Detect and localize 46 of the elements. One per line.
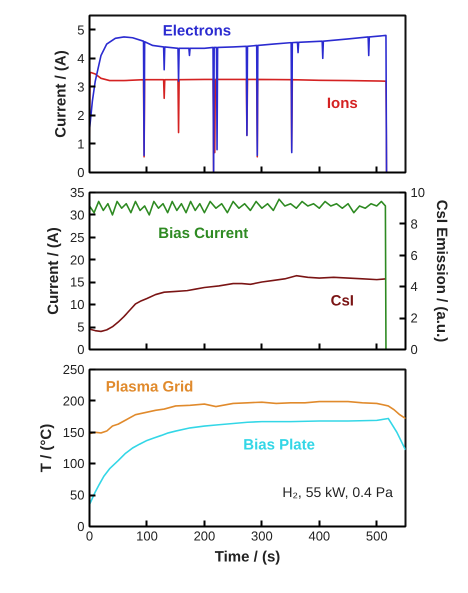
- x-tick-label: 200: [194, 528, 216, 544]
- y-tick-label: 4: [77, 50, 85, 66]
- y-tick-label: 5: [77, 22, 85, 38]
- x-tick-label: 500: [366, 528, 388, 544]
- y-axis-title: T / (°C): [38, 424, 55, 472]
- y2-tick-label: 2: [410, 310, 418, 326]
- line-series: [90, 418, 406, 506]
- y2-tick-label: 8: [410, 216, 418, 232]
- series-label: Plasma Grid: [106, 378, 194, 396]
- line-series: [90, 274, 387, 332]
- y-tick-label: 10: [70, 297, 85, 312]
- y-tick-label: 35: [70, 185, 85, 200]
- y2-tick-label: 0: [410, 342, 418, 357]
- series-label: Bias Current: [158, 224, 248, 242]
- annotation: H₂, 55 kW, 0.4 Pa: [282, 484, 394, 500]
- x-tick-label: 100: [136, 528, 158, 544]
- y2-tick-label: 4: [410, 279, 418, 294]
- x-tick-label: 300: [251, 528, 273, 544]
- y-tick-label: 250: [62, 362, 85, 377]
- y-tick-label: 15: [70, 274, 85, 290]
- y-tick-label: 0: [77, 165, 85, 180]
- y-tick-label: 1: [77, 136, 85, 152]
- series-label: Bias Plate: [243, 436, 315, 454]
- x-axis-title: Time / (s): [214, 548, 280, 566]
- series-label: CsI: [330, 292, 354, 310]
- y2-tick-label: 10: [410, 185, 425, 200]
- y-tick-label: 5: [77, 320, 85, 335]
- y2-axis-title: CsI Emission / (a.u.): [432, 200, 450, 342]
- x-tick-label: 400: [308, 528, 330, 544]
- y-tick-label: 50: [70, 488, 85, 503]
- line-series: [90, 400, 406, 434]
- series-label: Electrons: [162, 22, 232, 40]
- series-label: Ions: [326, 94, 358, 112]
- y-axis-title: Current / (A): [52, 50, 70, 138]
- y-tick-label: 150: [62, 424, 85, 440]
- y-tick-label: 100: [62, 456, 85, 472]
- y-axis-title: Current / (A): [45, 227, 62, 315]
- y2-tick-label: 6: [410, 248, 418, 263]
- y-tick-label: 0: [77, 519, 85, 534]
- y-tick-label: 2: [77, 108, 85, 123]
- y-tick-label: 25: [70, 230, 85, 245]
- y-tick-label: 3: [77, 79, 85, 94]
- y-tick-label: 20: [70, 252, 85, 268]
- y-tick-label: 30: [70, 207, 85, 222]
- y-tick-label: 0: [77, 342, 85, 357]
- y-tick-label: 200: [62, 393, 85, 408]
